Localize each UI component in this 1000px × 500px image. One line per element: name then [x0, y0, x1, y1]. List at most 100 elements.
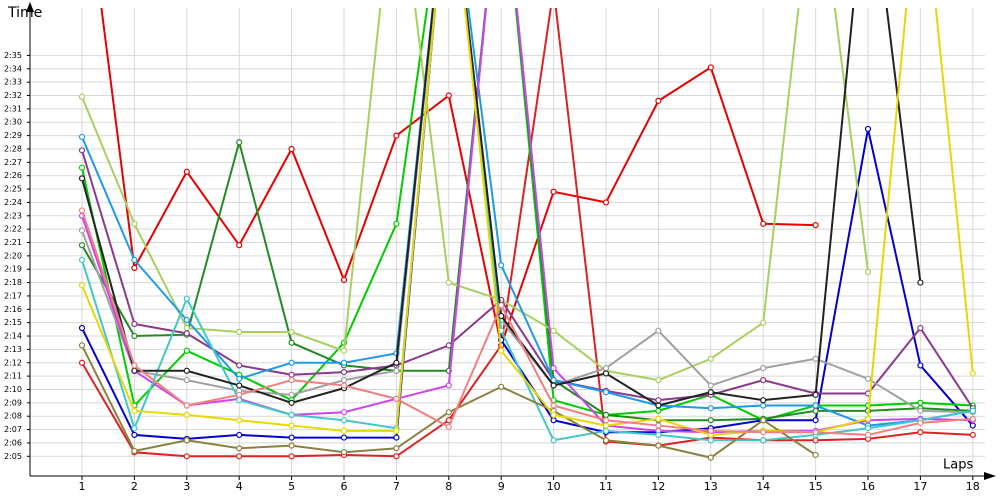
data-point: [288, 399, 295, 406]
y-tick-label: 2:13: [4, 345, 22, 354]
data-point: [550, 417, 557, 424]
data-point: [445, 342, 452, 349]
data-point: [340, 427, 348, 435]
data-point: [917, 407, 924, 414]
data-point: [445, 92, 452, 99]
data-point: [236, 362, 243, 369]
y-tick-label: 2:22: [4, 225, 22, 234]
x-tick-label: 3: [183, 480, 190, 493]
data-point: [655, 402, 662, 409]
data-point: [760, 377, 767, 384]
data-point: [288, 391, 295, 398]
data-point: [445, 382, 452, 389]
y-axis-label: Time: [7, 5, 42, 21]
data-point: [288, 434, 295, 441]
data-point: [550, 402, 557, 409]
data-point: [236, 445, 243, 452]
data-point: [78, 256, 86, 263]
data-point: [655, 431, 662, 439]
y-tick-label: 2:28: [4, 144, 22, 153]
data-point: [812, 391, 819, 398]
x-tick-label: 12: [651, 480, 665, 493]
y-tick-label: 2:34: [4, 64, 22, 73]
data-point: [183, 295, 190, 302]
y-tick-label: 2:26: [4, 171, 22, 180]
data-point: [864, 415, 872, 422]
data-point: [917, 399, 924, 406]
series-line: [81, 8, 869, 382]
data-point: [78, 342, 86, 349]
data-point: [78, 147, 86, 154]
data-point: [655, 397, 662, 404]
data-point: [131, 320, 138, 328]
x-tick-label: 18: [966, 480, 980, 493]
y-tick-label: 2:25: [4, 185, 22, 194]
x-tick-label: 14: [756, 480, 770, 493]
y-tick-label: 2:18: [4, 278, 22, 287]
data-point: [131, 264, 138, 271]
data-point: [498, 347, 505, 354]
data-point: [760, 319, 767, 326]
series-line: [81, 8, 973, 458]
data-point: [445, 423, 452, 430]
data-point: [183, 402, 190, 409]
y-tick-label: 2:30: [4, 118, 22, 127]
data-point: [655, 442, 662, 449]
data-point: [969, 407, 976, 414]
series-line: [81, 8, 973, 427]
x-axis-label: Laps: [943, 458, 973, 473]
data-point: [445, 279, 452, 286]
data-point: [707, 355, 714, 362]
data-point: [760, 220, 767, 227]
data-point: [602, 199, 610, 206]
y-tick-label: 2:07: [4, 425, 22, 434]
x-tick-label: 1: [79, 480, 86, 493]
y-tick-label: 2:09: [4, 398, 22, 407]
data-point: [78, 133, 86, 141]
y-tick-label: 2:05: [4, 452, 22, 461]
y-tick-label: 2:08: [4, 412, 22, 421]
data-point: [183, 316, 190, 324]
data-point: [288, 145, 295, 153]
data-point: [393, 220, 400, 227]
data-point: [602, 411, 610, 418]
y-tick-label: 2:35: [4, 51, 22, 60]
y-tick-label: 2:15: [4, 318, 22, 327]
data-point: [812, 429, 819, 436]
data-point: [917, 279, 924, 286]
y-tick-label: 2:27: [4, 158, 22, 167]
data-point: [917, 362, 924, 369]
data-point: [655, 327, 662, 334]
x-tick-label: 15: [809, 480, 823, 493]
data-point: [707, 437, 714, 444]
data-point: [183, 437, 190, 444]
x-tick-label: 6: [341, 480, 348, 493]
x-tick-label: 17: [913, 480, 927, 493]
data-point: [498, 312, 505, 320]
x-tick-label: 16: [861, 480, 875, 493]
data-point: [340, 382, 348, 389]
data-point: [236, 453, 243, 460]
data-point: [812, 222, 819, 229]
x-tick-label: 9: [498, 480, 505, 493]
data-point: [969, 415, 976, 422]
data-point: [393, 445, 400, 452]
data-point: [707, 417, 714, 424]
data-point: [812, 451, 819, 459]
data-point: [340, 359, 348, 366]
data-point: [183, 330, 190, 337]
data-point: [340, 377, 348, 384]
data-point: [236, 242, 243, 249]
y-tick-label: 2:23: [4, 211, 22, 220]
data-point: [760, 417, 767, 424]
data-point: [183, 453, 190, 460]
data-point: [393, 395, 400, 402]
y-tick-label: 2:20: [4, 251, 22, 260]
data-point: [917, 419, 924, 426]
data-point: [393, 367, 400, 374]
data-point: [78, 175, 86, 182]
data-point: [183, 377, 190, 384]
x-tick-label: 13: [704, 480, 718, 493]
data-point: [760, 437, 767, 444]
